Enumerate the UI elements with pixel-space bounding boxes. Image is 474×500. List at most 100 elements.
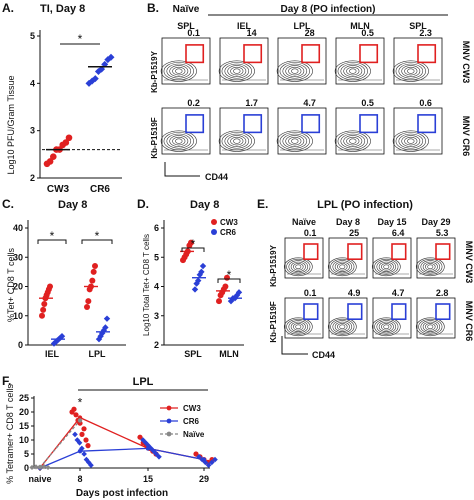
panel-d-ytick-label-0: 2	[154, 340, 159, 350]
panel-e-plot-r2-c1-contour-0	[295, 324, 302, 330]
panel-e-plot-r2-c3-contour-5	[371, 317, 401, 337]
panel-f-point-CR6-0-7	[88, 462, 94, 468]
panel-b-plot-r2-c3-contour-1	[288, 136, 302, 146]
panel-e-plot-r1-c1-value: 0.1	[304, 228, 317, 238]
panel-f-xlabel: Days post infection	[76, 488, 168, 499]
panel-e-plot-r1-c4-contour-4	[418, 258, 443, 275]
panel-d-point-CR6-1-0	[227, 297, 235, 305]
panel-e-plot-r2-c4-contour-5	[415, 317, 445, 337]
panel-f-ytick-label-5: 25	[19, 393, 29, 403]
panel-f-point-Naïve-0-4	[45, 464, 51, 471]
panel-d-point-CW3-1-0	[216, 298, 222, 305]
panel-e-row1-label: Kb-P1519Y	[269, 244, 278, 286]
panel-b-plot-r1-c1-contour-1	[172, 66, 186, 76]
panel-e-col-label-2: Day 15	[377, 217, 406, 227]
panel-e-plot-r2-c1-contour-4	[286, 318, 311, 335]
panel-b-plot-r2-c4-contour-0	[349, 138, 357, 144]
panel-b-row1-label: Kb-P1519Y	[150, 50, 159, 92]
panel-f-legend-marker-1	[166, 418, 172, 424]
panel-b-plot-r2-c3-contour-2	[285, 135, 305, 147]
panel-d-point-CR6-0-0	[191, 286, 199, 293]
panel-f-point-CR6-2-3	[205, 462, 212, 468]
panel-e-plot-r2-c1-contour-5	[283, 317, 313, 337]
panel-a-cat-cr6: CR6	[90, 184, 110, 195]
panel-f-point-CR6-1-2	[145, 442, 152, 449]
panel-a-cat-cw3: CW3	[47, 184, 70, 195]
panel-e-col-label-0: Naïve	[292, 217, 316, 227]
panel-e-plot-r2-c4-gate	[435, 303, 451, 320]
panel-b-col-label-3: MLN	[350, 21, 370, 31]
panel-e-plot-r1-c3-contour-1	[381, 263, 392, 271]
panel-c-sig-star-lpl: *	[95, 229, 100, 243]
panel-d-legend-cr6-marker	[211, 229, 217, 235]
panel-b-plot-r1-c4-contour-1	[346, 66, 360, 76]
panel-b-cr6-side-label: MNV CR6	[461, 116, 471, 157]
panel-e-plot-r2-c4-contour-2	[422, 321, 438, 332]
panel-b-plot-r2-c5-contour-1	[404, 136, 418, 146]
panel-b-plot-r1-c2-contour-1	[230, 66, 244, 76]
panel-c-sig-bracket-iel	[37, 239, 67, 244]
panel-f-point-CR6-1-6	[156, 454, 162, 460]
panel-b-x-axis-label: CD44	[205, 172, 228, 182]
panel-b-plot-r2-c5-contour-3	[398, 133, 424, 149]
panel-f-point-CR6-0-6	[85, 459, 92, 466]
panel-f-point-CW3-0-6	[81, 426, 87, 432]
panel-e-plot-r1-c1-contour-1	[293, 263, 304, 271]
panel-c-ytick-label-1: 10	[13, 311, 23, 321]
panel-f-sig-star: *	[78, 395, 83, 409]
panel-b-plot-r1-c1-contour-2	[169, 65, 189, 77]
panel-a-ytick-label-2: 4	[30, 78, 35, 88]
panel-c-ytick-label-3: 30	[13, 252, 23, 262]
panel-e-plot-r1-c1-contour-3	[288, 260, 309, 274]
panel-b-plot-r2-c2-contour-1	[230, 136, 244, 146]
panel-e-plot-r1-c3-gate	[391, 243, 407, 260]
panel-d-sig-bracket-mln	[217, 278, 241, 283]
panel-e-plot-r1-c2-value: 25	[349, 228, 359, 238]
panel-b-plot-r2-c1-contour-5	[160, 130, 197, 152]
panel-b-plot-r2-c2-contour-2	[227, 135, 247, 147]
panel-f-point-CR6-1-3	[148, 445, 154, 452]
panel-e-plot-r2-c2-value: 4.9	[348, 288, 361, 298]
panel-b-plot-r2-c1-value: 0.2	[187, 98, 200, 108]
panel-c-sig-star-iel: *	[50, 229, 55, 243]
panel-e-plot-r1-c3-contour-4	[374, 258, 399, 275]
panel-e-plot-r1-c2-contour-5	[327, 257, 357, 277]
panel-b-plot-r1-c4-contour-5	[334, 60, 371, 82]
panel-f-point-CW3-0-2	[73, 412, 79, 418]
panel-a-point-CW3-7	[65, 134, 73, 142]
panel-d-cat-mln: MLN	[219, 349, 239, 359]
panel-b-plot-r1-c2-value: 14	[247, 28, 257, 38]
panel-a-ytick-label-1: 3	[30, 126, 35, 136]
panel-f-legend-marker-0	[166, 405, 172, 411]
panel-d-letter: D.	[137, 197, 149, 211]
panel-b-plot-r1-c4-contour-3	[340, 63, 366, 79]
panel-a-point-CW3-1	[46, 158, 54, 165]
panel-b-plot-r2-c5-contour-2	[401, 135, 421, 147]
panel-f-ytick-label-3: 15	[19, 421, 29, 431]
panel-e-plot-r2-c4-contour-1	[425, 323, 436, 331]
panel-f-xtick-label-0: naive	[28, 474, 51, 484]
panel-b-plot-r1-c1-gate	[185, 44, 205, 64]
panel-c-ylabel: %Tet+ CD8 T cells	[6, 248, 16, 322]
panel-f-ylabel: % Tetramer+ CD8 T cells	[5, 384, 15, 484]
panel-a: A. TI, Day 8 Log10 PFU/Gram Tissue 2345 …	[2, 1, 122, 195]
panel-e-plot-r1-c2-contour-2	[334, 261, 350, 272]
panel-c-point-CR6-0-5	[58, 333, 66, 340]
panel-f-legend-label-1: CR6	[183, 417, 200, 426]
panel-a-ytick-label-3: 5	[30, 31, 35, 41]
panel-a-point-CW3-6	[62, 139, 70, 146]
panel-c-point-CW3-0-2	[41, 301, 48, 308]
panel-b-plot-r1-c5-contour-3	[398, 63, 424, 79]
panel-e-plot-r2-c1-gate	[303, 303, 319, 320]
panel-f-ytick-label-1: 5	[24, 449, 29, 459]
panel-b-plot-r2-c4-contour-5	[334, 130, 371, 152]
panel-f-legend-label-0: CW3	[183, 404, 201, 413]
panel-a-point-CR6-2	[91, 75, 99, 83]
panel-e-plot-r2-c3-contour-0	[383, 324, 390, 330]
panel-f-ytick-label-2: 10	[19, 435, 29, 445]
panel-d-ytick-label-1: 3	[154, 311, 159, 321]
panel-f-point-CW3-0-7	[83, 437, 89, 443]
panel-b-plot-r2-c1-contour-1	[172, 136, 186, 146]
panel-d-point-CR6-1-4	[235, 289, 243, 296]
panel-e-plot-r2-c3-gate	[391, 303, 407, 320]
